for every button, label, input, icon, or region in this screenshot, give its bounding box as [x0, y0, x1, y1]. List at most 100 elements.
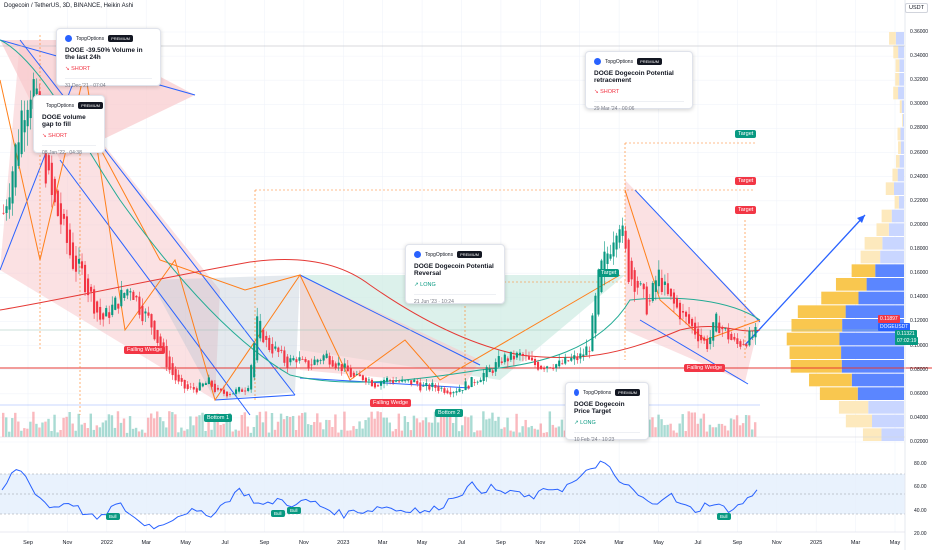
volume-profile-bar — [895, 73, 900, 86]
volume-profile-bar — [899, 73, 904, 86]
volume-bar — [288, 416, 292, 437]
idea-title[interactable]: DOGE Dogecoin Potential retracement — [594, 70, 674, 84]
volume-bar — [738, 425, 742, 437]
candle — [681, 311, 685, 313]
idea-card[interactable]: TopgOptions PREMIUM DOGE Dogecoin Potenti… — [585, 51, 693, 112]
idea-card[interactable]: TopgOptions PREMIUM DOGE Dogecoin Price T… — [565, 382, 649, 443]
volume-bar — [530, 425, 533, 437]
volume-profile-bar — [857, 387, 904, 400]
candle — [672, 292, 676, 304]
time-tick-label: Mar — [377, 540, 388, 546]
candle — [724, 328, 727, 330]
candle — [56, 190, 59, 216]
volume-profile-bar — [875, 264, 904, 277]
volume-profile-bar — [901, 100, 904, 113]
volume-bar — [539, 423, 542, 437]
candle — [425, 382, 428, 387]
volume-bar — [385, 417, 388, 437]
price-tick-label: 0.24000 — [910, 173, 929, 180]
volume-bar — [711, 427, 715, 437]
volume-profile-bar — [880, 250, 904, 264]
volume-bar — [110, 415, 114, 437]
candle — [174, 369, 177, 381]
idea-title[interactable]: DOGE -39.50% Volume in the last 24h — [65, 47, 143, 61]
candle — [709, 337, 712, 345]
volume-bar — [409, 430, 413, 437]
candles — [2, 72, 757, 399]
volume-profile-bar — [838, 401, 869, 414]
volume-bar — [732, 419, 736, 437]
candle — [555, 364, 558, 369]
candle — [153, 320, 156, 340]
volume-bar — [195, 416, 198, 437]
idea-title[interactable]: DOGE Dogecoin Price Target — [574, 401, 625, 415]
volume-bar — [267, 432, 271, 437]
symbol-title[interactable]: Dogecoin / TetherUS, 3D, BINANCE, Heikin… — [4, 3, 134, 9]
bottom-label: Bottom 2 — [435, 409, 464, 417]
volume-bar — [165, 427, 168, 437]
volume-bar — [183, 430, 186, 437]
candle — [280, 349, 283, 351]
candle — [612, 242, 615, 257]
volume-bar — [723, 425, 727, 437]
idea-card[interactable]: TopgOptions PREMIUM DOGE -39.50% Volume i… — [56, 28, 161, 89]
candle — [703, 337, 706, 341]
rsi-bull-badge: Bull — [106, 513, 120, 520]
idea-title[interactable]: DOGE volume gap to fill — [42, 114, 86, 128]
candle — [120, 289, 123, 307]
candle — [591, 315, 594, 352]
volume-bar — [116, 411, 120, 437]
candle — [697, 328, 700, 342]
candle — [482, 372, 485, 382]
candle — [443, 388, 446, 393]
candle — [114, 297, 117, 310]
candle — [398, 381, 401, 383]
idea-title[interactable]: DOGE Dogecoin Potential Reversal — [414, 263, 494, 277]
candle — [250, 365, 253, 390]
long-arrow-icon: ↗ — [414, 282, 421, 288]
idea-card[interactable]: TopgOptions PREMIUM DOGE Dogecoin Potenti… — [405, 244, 505, 305]
candle — [87, 278, 90, 296]
volume-bar — [291, 415, 295, 437]
price-tick-label: 0.36000 — [910, 29, 929, 35]
volume-profile-bar — [898, 45, 904, 59]
volume-bar — [122, 418, 126, 437]
candle — [301, 359, 304, 360]
volume-bar — [512, 431, 515, 437]
volume-bar — [533, 428, 536, 437]
volume-bar — [687, 411, 690, 437]
volume-profile-bar — [845, 414, 873, 428]
candle — [428, 384, 431, 390]
volume-bar — [237, 430, 240, 437]
candle — [434, 384, 437, 388]
volume-bar — [234, 429, 237, 437]
idea-card[interactable]: TopgOptions PREMIUM DOGE volume gap to fi… — [33, 95, 105, 156]
volume-profile-bar — [841, 360, 904, 373]
volume-profile-bar — [889, 32, 896, 45]
price-tick-label: 0.14000 — [910, 294, 929, 301]
candle — [59, 203, 62, 225]
current-price-label: 0.11321 — [895, 330, 917, 338]
volume-bar — [32, 411, 35, 437]
candle — [162, 342, 165, 350]
volume-bar — [207, 416, 210, 437]
volume-bar — [343, 411, 346, 437]
volume-bar — [231, 431, 234, 437]
candle — [5, 206, 8, 214]
volume-bar — [26, 428, 29, 437]
volume-bar — [509, 430, 512, 437]
candle — [352, 372, 355, 377]
volume-bar — [101, 422, 105, 437]
candle — [201, 383, 204, 387]
candle — [192, 387, 195, 390]
currency-button[interactable]: USDT — [905, 3, 928, 13]
candle — [742, 343, 745, 345]
candle — [325, 353, 328, 358]
volume-profile-bar — [898, 86, 904, 100]
candle — [99, 306, 102, 320]
candle — [621, 225, 624, 236]
volume-bar — [403, 416, 407, 437]
volume-bar — [62, 417, 65, 437]
volume-profile-bar — [789, 346, 842, 359]
volume-bar — [44, 421, 47, 437]
